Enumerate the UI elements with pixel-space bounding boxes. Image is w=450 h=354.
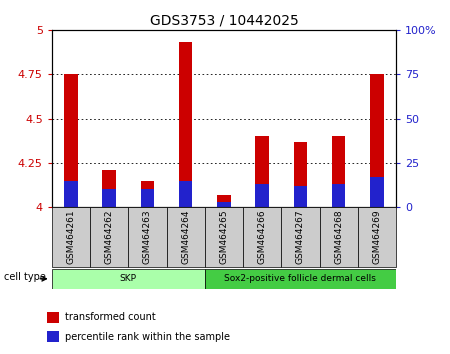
Bar	[205, 269, 396, 289]
Text: GSM464264: GSM464264	[181, 210, 190, 264]
Bar	[141, 189, 154, 207]
Bar	[320, 207, 358, 267]
Text: GSM464263: GSM464263	[143, 210, 152, 264]
Bar	[103, 189, 116, 207]
Bar	[370, 177, 383, 207]
Text: GSM464262: GSM464262	[104, 210, 113, 264]
Text: GSM464269: GSM464269	[373, 210, 382, 264]
Bar	[179, 181, 192, 207]
Text: GSM464267: GSM464267	[296, 210, 305, 264]
Bar	[217, 202, 230, 207]
Bar	[179, 42, 192, 207]
Bar	[332, 136, 345, 207]
Bar	[64, 74, 77, 207]
Bar	[256, 184, 269, 207]
Text: percentile rank within the sample: percentile rank within the sample	[65, 332, 230, 342]
Bar	[47, 331, 59, 342]
Bar	[243, 207, 281, 267]
Bar	[256, 136, 269, 207]
Bar	[332, 184, 345, 207]
Text: SKP: SKP	[120, 274, 137, 283]
Bar	[294, 142, 307, 207]
Text: cell type: cell type	[4, 272, 46, 282]
Bar	[52, 269, 205, 289]
Bar	[205, 207, 243, 267]
Text: GSM464261: GSM464261	[67, 210, 76, 264]
Text: GSM464268: GSM464268	[334, 210, 343, 264]
Bar	[370, 74, 383, 207]
Bar	[128, 207, 166, 267]
Bar	[64, 181, 77, 207]
Title: GDS3753 / 10442025: GDS3753 / 10442025	[149, 13, 298, 28]
Bar	[47, 312, 59, 323]
Bar	[90, 207, 128, 267]
Text: transformed count: transformed count	[65, 312, 156, 322]
Bar	[358, 207, 396, 267]
Bar	[103, 170, 116, 207]
Bar	[281, 207, 320, 267]
Bar	[52, 207, 90, 267]
Text: GSM464265: GSM464265	[220, 210, 228, 264]
Text: Sox2-positive follicle dermal cells: Sox2-positive follicle dermal cells	[225, 274, 376, 283]
Text: GSM464266: GSM464266	[257, 210, 266, 264]
Bar	[217, 195, 230, 207]
Bar	[294, 186, 307, 207]
Bar	[166, 207, 205, 267]
Bar	[141, 181, 154, 207]
